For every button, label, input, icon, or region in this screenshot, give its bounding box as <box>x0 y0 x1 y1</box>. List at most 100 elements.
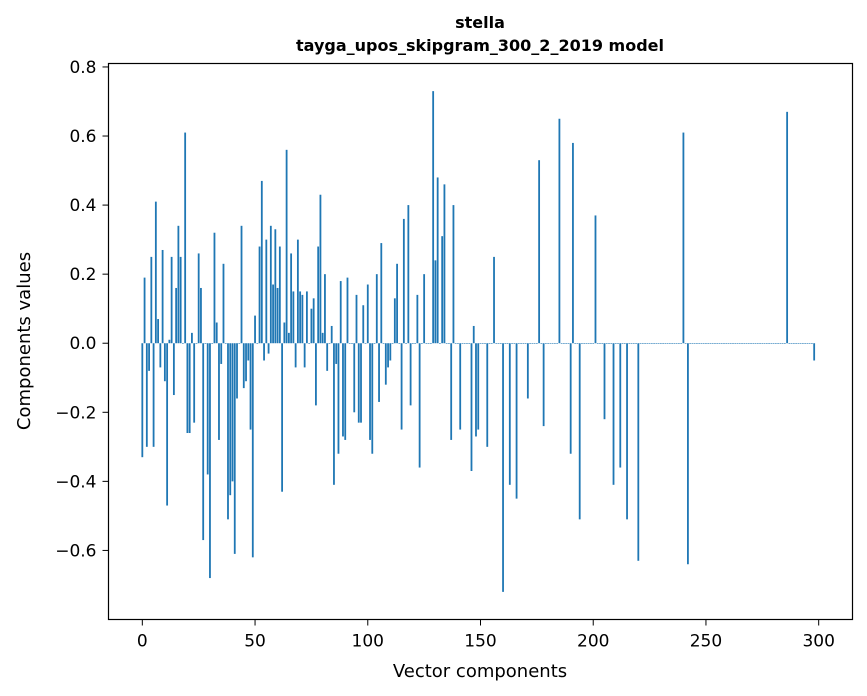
bar-219 <box>635 343 637 344</box>
bar-132 <box>439 343 441 344</box>
bar-36 <box>222 263 225 344</box>
bar-1 <box>143 277 146 344</box>
bar-129 <box>432 91 435 344</box>
bar-54 <box>263 343 265 361</box>
bar-140 <box>457 343 459 344</box>
bar-246 <box>696 343 698 344</box>
bar-230 <box>659 343 662 344</box>
bar-159 <box>499 343 502 344</box>
bar-184 <box>556 343 559 344</box>
bar-89 <box>342 343 344 437</box>
bar-142 <box>461 343 464 344</box>
bar-144 <box>466 343 468 344</box>
bar-279 <box>770 343 773 344</box>
bar-218 <box>632 343 635 344</box>
bar-217 <box>630 343 633 344</box>
bar-50 <box>254 315 256 344</box>
bar-71 <box>301 294 304 344</box>
bar-51 <box>256 343 259 344</box>
bar-2 <box>145 343 148 447</box>
bar-256 <box>718 343 721 344</box>
bar-104 <box>375 274 378 344</box>
bar-35 <box>220 343 223 364</box>
bar-31 <box>211 343 214 344</box>
bar-97 <box>360 343 362 423</box>
bar-181 <box>549 343 552 344</box>
bar-287 <box>788 343 791 344</box>
x-axis-ticks: 0 50 100 150 200 250 300 <box>137 619 835 652</box>
bar-75 <box>310 308 313 344</box>
bar-185 <box>558 118 561 344</box>
bar-207 <box>608 343 610 344</box>
bar-205 <box>603 343 606 420</box>
y-tick-label: 0.8 <box>69 58 96 78</box>
bar-208 <box>610 343 613 344</box>
bar-160 <box>502 343 504 592</box>
x-tick-label: 300 <box>802 632 834 652</box>
bar-174 <box>533 343 536 344</box>
bar-78 <box>317 246 320 344</box>
bar-220 <box>637 343 640 561</box>
bar-188 <box>565 343 568 344</box>
bar-74 <box>308 343 311 344</box>
bar-47 <box>247 343 250 361</box>
bar-232 <box>664 343 667 344</box>
x-tick-label: 50 <box>244 632 266 652</box>
bar-193 <box>576 343 579 344</box>
bar-182 <box>551 343 554 344</box>
bar-284 <box>781 343 784 344</box>
bar-134 <box>443 184 446 344</box>
bar-94 <box>353 343 356 413</box>
bar-195 <box>581 343 583 344</box>
bar-136 <box>448 343 450 344</box>
bar-121 <box>414 343 417 344</box>
bar-177 <box>540 343 543 344</box>
bar-198 <box>587 343 590 344</box>
bar-40 <box>231 343 234 482</box>
bar-93 <box>351 343 353 344</box>
bar-133 <box>441 236 444 344</box>
bar-190 <box>569 343 572 454</box>
bar-111 <box>391 343 394 344</box>
bar-155 <box>490 343 493 344</box>
bar-128 <box>429 343 432 344</box>
bar-67 <box>292 291 295 344</box>
y-tick-label: 0.6 <box>69 127 96 147</box>
bar-61 <box>278 246 281 344</box>
bar-186 <box>560 343 563 344</box>
bar-152 <box>484 343 486 344</box>
bar-170 <box>524 343 527 344</box>
bar-242 <box>687 343 689 565</box>
bar-168 <box>520 343 522 344</box>
bar-151 <box>481 343 484 344</box>
bar-16 <box>177 225 180 344</box>
bar-286 <box>786 111 789 344</box>
bar-175 <box>535 343 538 344</box>
bar-224 <box>646 343 649 344</box>
bar-66 <box>290 253 293 344</box>
bar-20 <box>186 343 189 434</box>
bar-137 <box>450 343 453 440</box>
bar-265 <box>738 343 741 344</box>
bar-158 <box>497 343 500 344</box>
bar-53 <box>260 180 263 344</box>
bar-28 <box>204 343 207 344</box>
bar-209 <box>612 343 615 485</box>
bar-172 <box>529 343 532 344</box>
bar-234 <box>668 343 671 344</box>
bar-271 <box>752 343 755 344</box>
x-tick-label: 0 <box>137 632 148 652</box>
bar-222 <box>641 343 644 344</box>
bar-153 <box>486 343 489 447</box>
bar-96 <box>357 343 360 423</box>
bar-200 <box>592 343 595 344</box>
bar-25 <box>197 253 200 344</box>
bar-167 <box>517 343 520 344</box>
bar-44 <box>240 225 243 344</box>
bar-112 <box>393 298 396 344</box>
y-tick-label: 0.4 <box>69 196 96 216</box>
bar-171 <box>526 343 529 399</box>
bar-124 <box>420 343 423 344</box>
bar-269 <box>747 343 750 344</box>
bar-146 <box>470 343 473 472</box>
